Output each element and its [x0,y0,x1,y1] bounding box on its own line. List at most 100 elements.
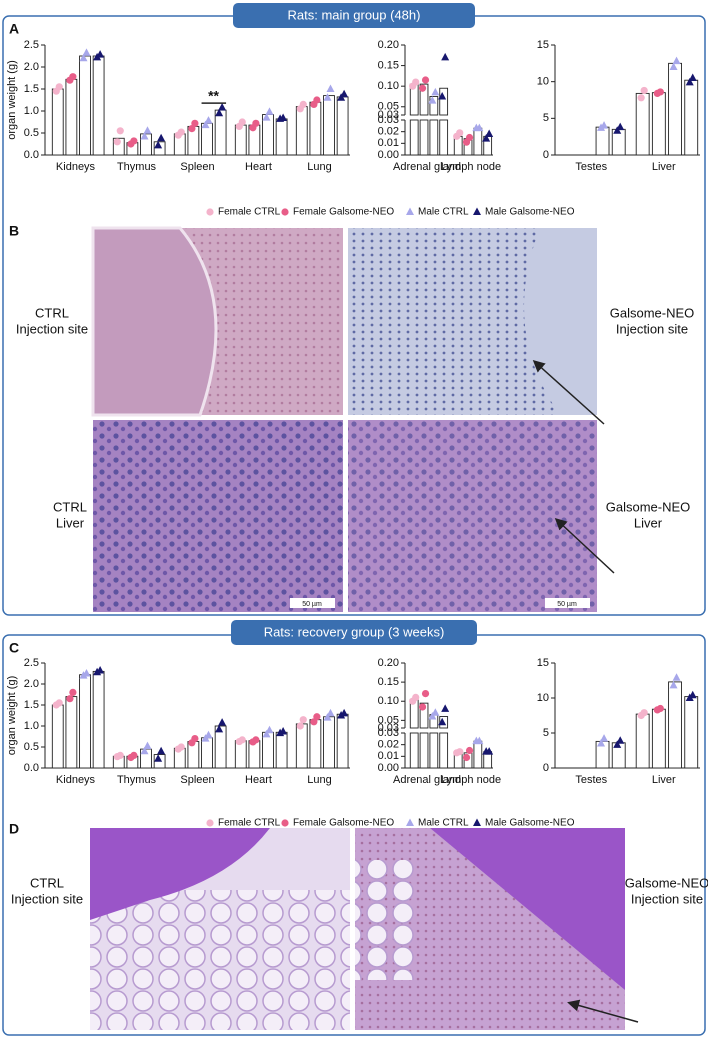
y-tick-label: 0.03 [378,722,399,734]
bar [473,127,483,156]
bar [439,732,449,769]
y-tick-label: 0.10 [378,80,399,92]
bar [668,681,682,769]
y-tick-label: 0.00 [378,149,399,161]
data-point [177,743,185,751]
y-tick-label: 5 [543,112,549,124]
data-point [597,739,606,747]
section-title: Rats: recovery group (3 weeks) [264,624,445,639]
data-point [456,748,464,756]
data-point [600,734,609,742]
data-point [204,116,213,124]
image-label: CTRL [53,499,87,514]
data-point [140,132,149,140]
data-point [157,133,166,142]
y-tick-label: 2.5 [24,39,39,51]
y-tick-label: 0 [543,149,549,161]
legend-label: Male CTRL [418,818,469,829]
y-axis-title: organ weight (g) [6,676,18,756]
data-point [421,76,430,84]
bar [79,674,91,769]
data-point [431,87,440,96]
bar [323,716,335,769]
data-point [465,746,474,755]
y-tick-label: 0.20 [378,657,399,669]
bar [668,62,682,156]
data-point [113,138,121,146]
data-point [669,680,678,689]
y-tick-label: 0.10 [378,695,399,707]
cells [348,420,597,612]
data-point [600,121,609,129]
x-tick-label: Kidneys [56,161,96,173]
arrow [532,359,605,425]
data-point [252,119,260,127]
data-point [218,718,227,726]
bar [323,95,335,156]
x-tick-label: Thymus [117,161,157,173]
y-tick-label: 0 [543,762,549,774]
data-point [340,708,349,717]
data-point [69,73,77,81]
section-header [233,3,475,28]
image-label: CTRL [30,875,64,890]
data-point [262,113,271,121]
data-point [154,140,163,149]
image-label: Injection site [616,321,688,336]
panel-label: C [9,640,19,656]
bar [336,713,349,769]
scale-bar [545,598,590,608]
y-tick-label: 5 [543,727,549,739]
data-point [296,722,304,730]
data-point [669,62,678,70]
y-tick-label: 1.5 [24,699,39,711]
y-tick-label: 0.05 [378,714,399,726]
x-tick-label: Testes [575,774,607,786]
x-tick-label: Lymph node [441,774,501,786]
data-point [215,724,224,733]
data-point [428,712,437,720]
bar [153,141,166,156]
data-point [462,753,471,762]
data-point [482,134,491,142]
data-point [140,746,149,755]
y-tick-label: 0.02 [378,126,399,138]
data-point [279,726,288,735]
x-tick-label: Spleen [180,161,214,173]
y-tick-label: 2.0 [24,678,39,690]
bar [51,88,64,156]
data-point [55,699,63,707]
data-point [204,730,213,739]
y-tick-label: 0.01 [378,750,399,762]
data-point [431,708,440,716]
bar [429,96,439,116]
data-point [672,56,681,65]
data-point [418,84,427,92]
bar [336,96,349,156]
legend-marker [406,818,414,826]
bar [635,713,650,769]
data-point [340,89,349,98]
y-tick-label: 0.15 [378,59,399,71]
data-point [69,688,77,697]
y-tick-label: 0.03 [378,109,399,121]
legend-label: Female CTRL [218,207,281,218]
data-point [688,690,697,699]
bar [429,119,439,156]
arrow [567,999,639,1023]
bar [92,670,105,769]
data-point [616,736,625,744]
data-point [157,746,166,755]
data-point [323,93,332,101]
arrow [554,517,615,574]
x-tick-label: Heart [245,774,272,786]
legend-label: Female CTRL [218,818,281,829]
bar [684,696,699,769]
y-axis-title: organ weight (g) [6,60,18,140]
y-tick-label: 0.05 [378,101,399,113]
scale-bar-label: 50 µm [302,601,322,608]
cells [348,228,560,415]
bar [419,732,429,769]
data-point [475,123,484,132]
y-tick-label: 0.03 [378,727,399,739]
